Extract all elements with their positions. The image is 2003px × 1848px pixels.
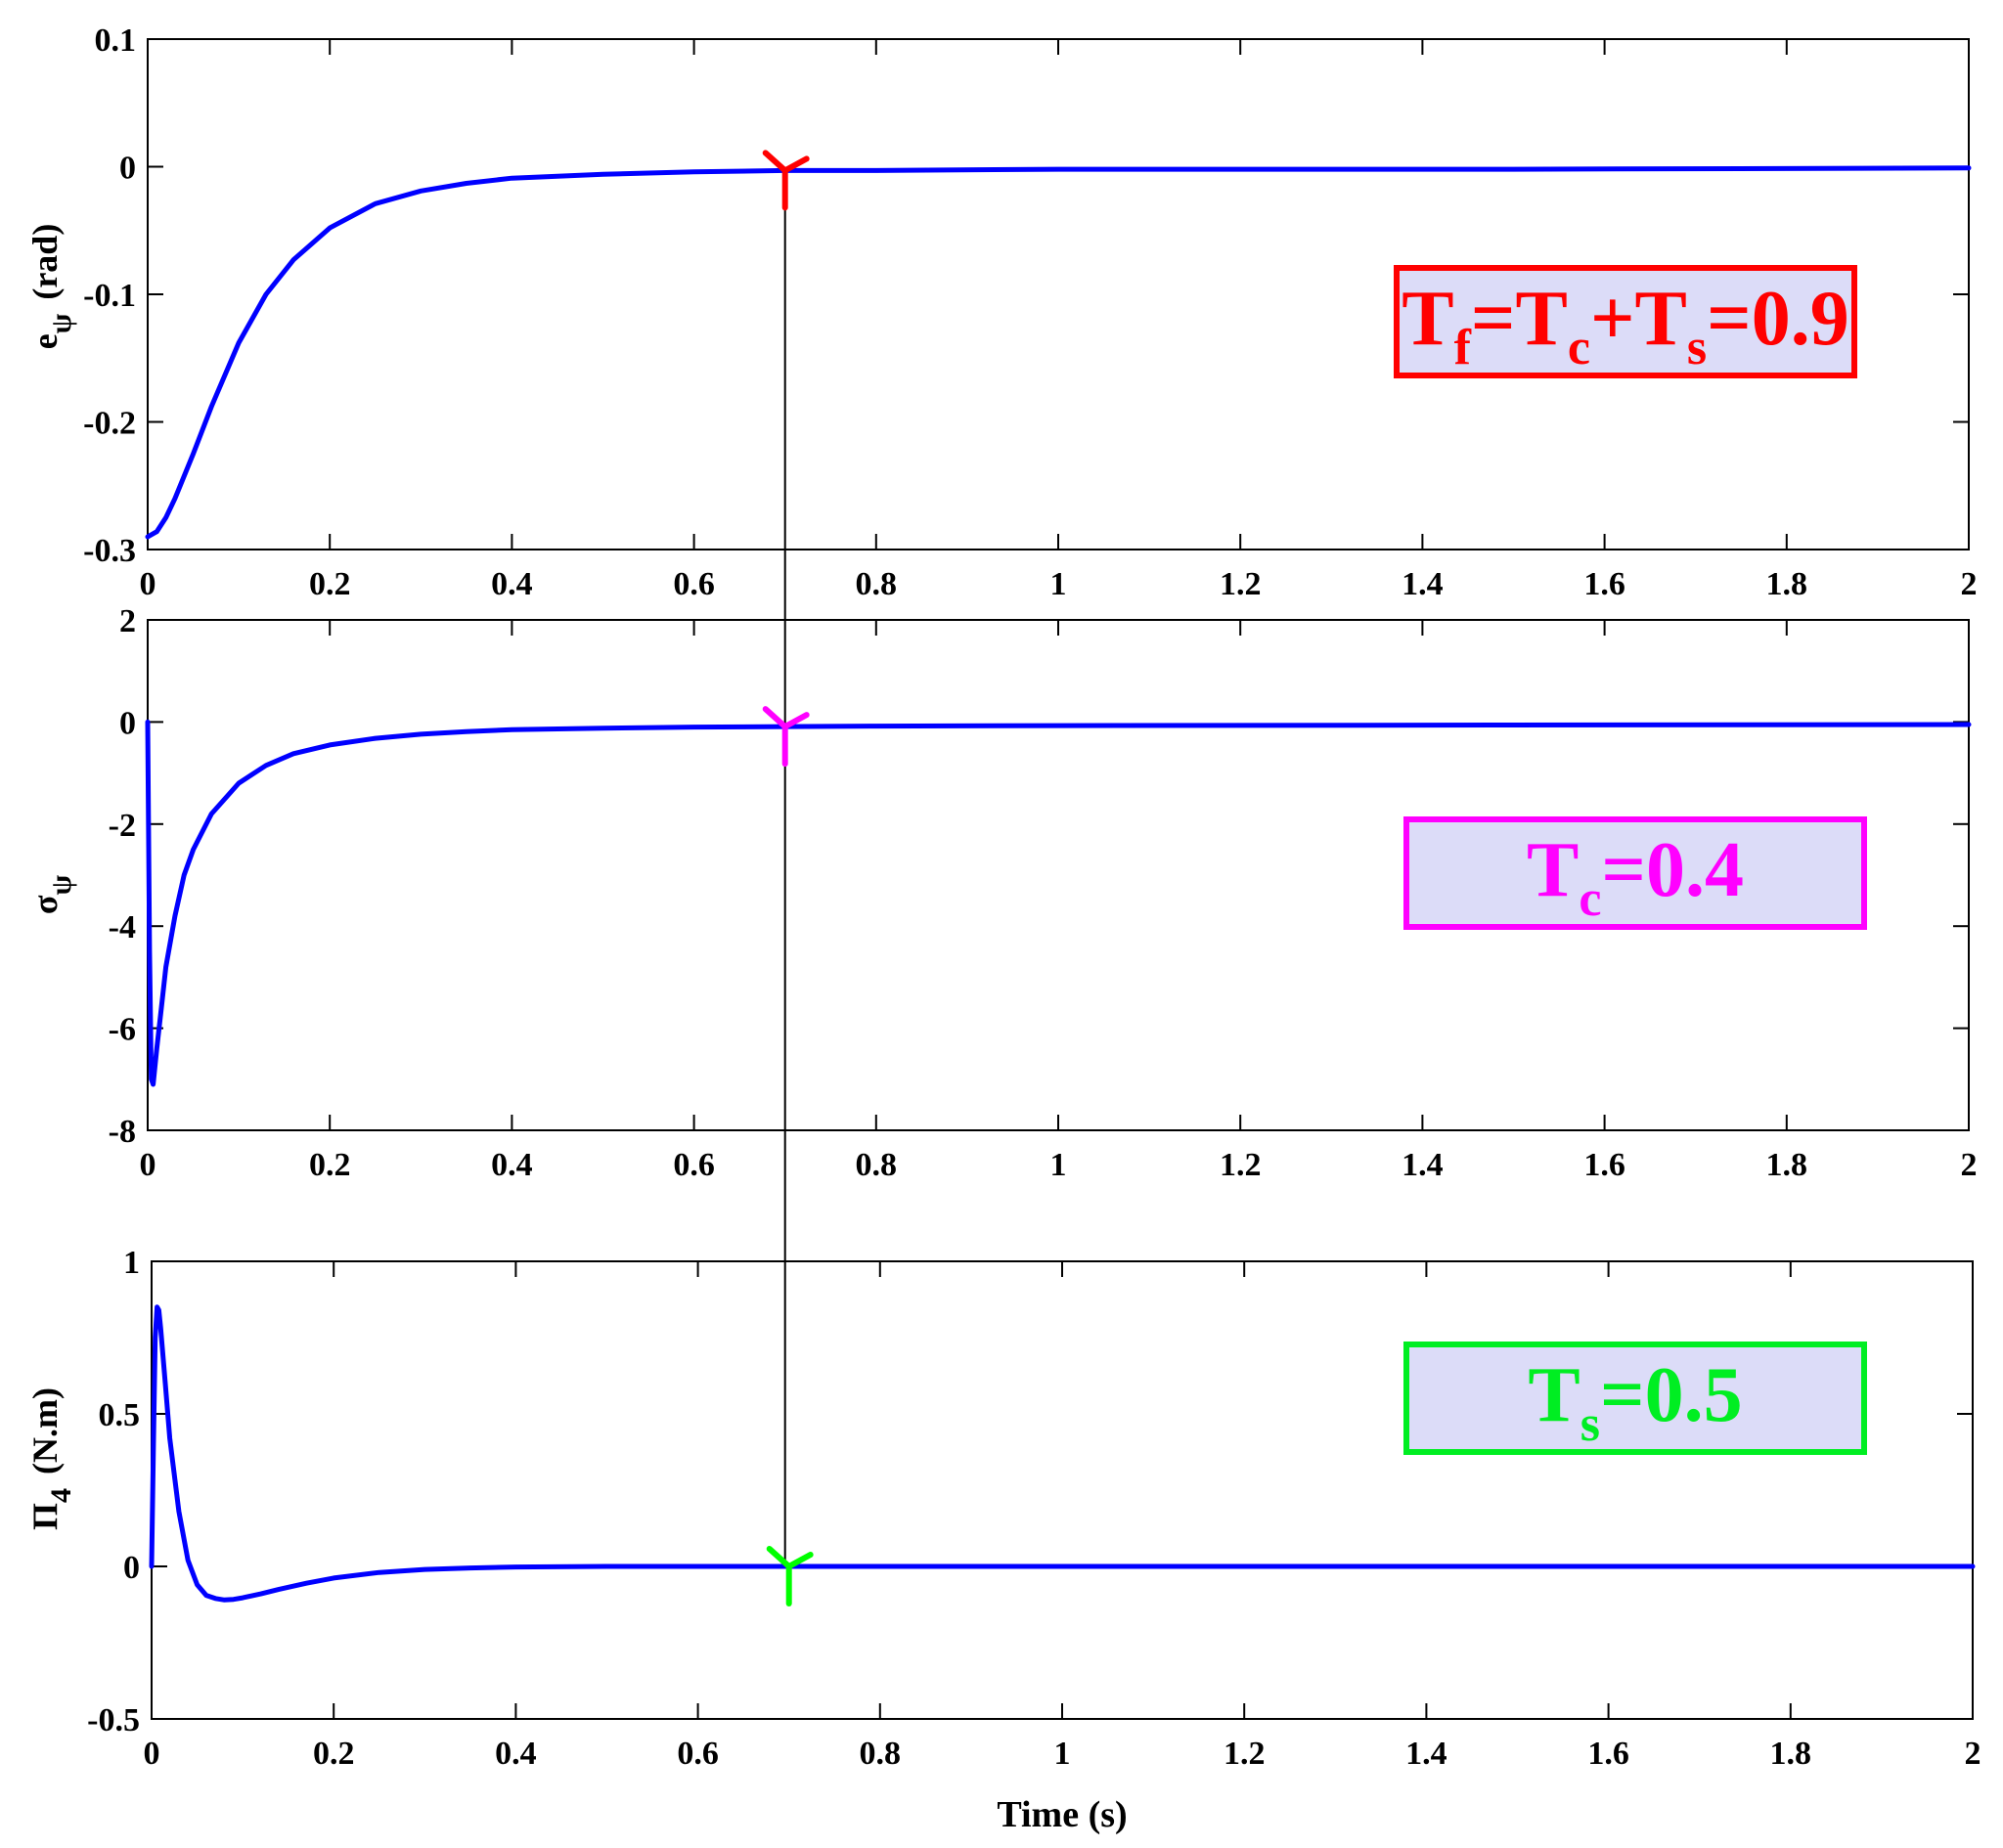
series-line <box>145 165 1972 540</box>
marker-arm-left <box>762 706 788 730</box>
x-tick-label: 1 <box>1050 1147 1067 1183</box>
annotation-box <box>1394 265 1857 378</box>
x-tick-label: 2 <box>1961 566 1978 602</box>
x-tick-label: 1.6 <box>1587 1736 1629 1772</box>
y-tick-label: -0.5 <box>87 1702 140 1738</box>
annotation-text: Tf=Tc+Ts=0.9 <box>1402 276 1849 375</box>
axes-box <box>151 1260 1974 1720</box>
y-tick-label: 1 <box>123 1245 140 1281</box>
x-tick-label: 0.6 <box>673 566 715 602</box>
marker-arm-left <box>766 1546 792 1569</box>
x-tick-label: 1.2 <box>1220 1147 1262 1183</box>
x-tick-label: 0.8 <box>860 1736 902 1772</box>
annotation-text: Ts=0.5 <box>1528 1352 1742 1452</box>
data-cursor-marker <box>762 150 810 211</box>
data-cursor-marker <box>762 706 810 768</box>
x-axis-label: Time (s) <box>997 1794 1127 1835</box>
x-tick-label: 1.8 <box>1766 566 1808 602</box>
series-line <box>149 1304 1976 1603</box>
marker-arm-left <box>762 150 788 174</box>
x-tick-label: 2 <box>1961 1147 1978 1183</box>
annotation-text: Tc=0.4 <box>1527 827 1744 927</box>
x-tick-label: 1.4 <box>1402 1147 1444 1183</box>
x-tick-label: 0.2 <box>313 1736 355 1772</box>
x-tick-label: 0.6 <box>673 1147 715 1183</box>
x-tick-label: 1.2 <box>1220 566 1262 602</box>
x-tick-label: 0.8 <box>856 566 898 602</box>
y-tick-label: -2 <box>109 808 136 844</box>
y-tick-label: 0 <box>123 1550 140 1586</box>
x-tick-label: 1.6 <box>1583 566 1625 602</box>
data-cursor-marker <box>766 1546 814 1606</box>
y-axis-label: eψ(rad) <box>25 224 77 350</box>
annotation-box <box>1403 816 1867 930</box>
y-tick-label: -0.2 <box>83 406 136 442</box>
x-tick-label: 0 <box>140 566 156 602</box>
y-tick-label: -4 <box>109 909 136 946</box>
x-tick-label: 0.6 <box>677 1736 719 1772</box>
marker-arm-right <box>781 712 810 730</box>
x-tick-label: 1.8 <box>1770 1736 1812 1772</box>
x-tick-label: 0.2 <box>309 566 351 602</box>
x-tick-label: 0 <box>144 1736 160 1772</box>
x-tick-label: 0.4 <box>491 1147 533 1183</box>
y-tick-label: 0 <box>119 705 136 741</box>
y-tick-label: 0.1 <box>95 22 137 59</box>
subplot-3: 0 0.2 0.4 0.6 0.8 1 1.2 1.4 1.6 1.8 210.50-0.5Π4(N… <box>25 1245 1981 1835</box>
x-tick-label: 1.4 <box>1402 566 1444 602</box>
x-tick-label: 0.8 <box>856 1147 898 1183</box>
y-tick-label: -6 <box>109 1012 136 1048</box>
x-tick-label: 1 <box>1054 1736 1071 1772</box>
y-axis-label: σψ <box>25 875 77 915</box>
x-tick-label: 0.4 <box>495 1736 537 1772</box>
x-tick-label: 1 <box>1050 566 1067 602</box>
y-axis-label: Π4(N.m) <box>25 1387 77 1530</box>
subplot-1: 0 0.2 0.4 0.6 0.8 1 1.2 1.4 1.6 1.8 2 0.1 0 -0.1 -0.2 -… <box>25 22 1978 602</box>
x-tick-label: 1.2 <box>1224 1736 1266 1772</box>
marker-arm-right <box>781 155 810 174</box>
y-tick-label: -8 <box>109 1114 136 1150</box>
y-tick-label: 0 <box>119 151 136 187</box>
x-tick-label: 1.8 <box>1766 1147 1808 1183</box>
y-tick-label: -0.3 <box>83 533 136 569</box>
y-tick-label: 0.5 <box>99 1397 141 1433</box>
series-line <box>145 719 1972 1087</box>
marker-arm-right <box>785 1552 814 1569</box>
x-tick-label: 1.6 <box>1583 1147 1625 1183</box>
y-tick-label: -0.1 <box>83 278 136 314</box>
x-tick-label: 1.4 <box>1405 1736 1447 1772</box>
x-tick-label: 0.2 <box>309 1147 351 1183</box>
x-tick-label: 2 <box>1965 1736 1981 1772</box>
annotation-box <box>1403 1342 1867 1455</box>
subplot-2: 0 0.2 0.4 0.6 0.8 1 1.2 1.4 1.6 1.8 2 2 0 -2 -4 -6 -8 σψ T… <box>25 603 1978 1183</box>
x-tick-label: 0 <box>140 1147 156 1183</box>
y-tick-label: 2 <box>119 603 136 639</box>
x-tick-label: 0.4 <box>491 566 533 602</box>
